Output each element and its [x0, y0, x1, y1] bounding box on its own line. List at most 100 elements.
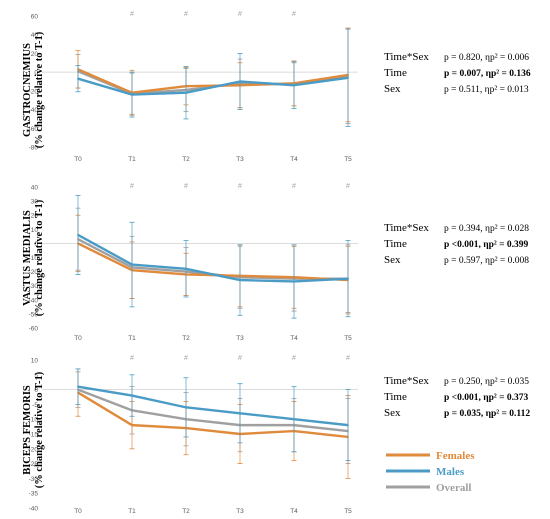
- x-tick-label: T5: [344, 508, 352, 515]
- y-tick-label: -20: [29, 269, 39, 276]
- stat-value: p <0.001, ηp² = 0.399: [444, 240, 529, 250]
- stat-label: Time: [384, 67, 407, 79]
- x-tick-label: T0: [74, 335, 82, 342]
- y-axis-unit: (% change relative to T-1): [34, 31, 45, 148]
- x-tick-label: T4: [290, 335, 298, 342]
- data-point: [77, 385, 79, 388]
- x-tick-label: T4: [290, 508, 298, 515]
- x-tick-label: T3: [236, 335, 244, 342]
- significance-marker: #: [346, 355, 350, 362]
- series-overall: [75, 27, 351, 125]
- significance-marker: #: [130, 183, 134, 190]
- y-tick-label: -30: [29, 476, 39, 483]
- y-tick-label: -60: [29, 326, 39, 333]
- data-point: [347, 277, 349, 280]
- stat-value: p = 0.007, ηp² = 0.136: [444, 69, 531, 79]
- series-males: [75, 28, 351, 127]
- y-tick-label: 0: [34, 387, 38, 394]
- series-line-males: [77, 233, 349, 283]
- x-tick-label: T1: [128, 335, 136, 342]
- stat-label: Time: [384, 391, 407, 403]
- x-tick-label: T3: [236, 156, 244, 163]
- data-point: [347, 424, 349, 427]
- significance-marker: #: [238, 11, 242, 18]
- series-males: [75, 195, 351, 319]
- x-tick-label: T2: [182, 508, 190, 515]
- series-line-overall: [77, 388, 349, 433]
- y-tick-label: -10: [29, 255, 39, 262]
- data-point: [185, 406, 187, 409]
- data-point: [77, 77, 79, 80]
- data-point: [293, 418, 295, 421]
- data-point: [293, 280, 295, 283]
- data-point: [131, 263, 133, 266]
- y-tick-label: 30: [31, 199, 39, 206]
- significance-marker: #: [130, 355, 134, 362]
- x-tick-label: T1: [128, 508, 136, 515]
- chart-panel-biceps-femoris: 10 5 0 -5 -10 -15 -20 -25 -30 -35 -40 T0 T1 T2 T3 T4 T5 #…: [22, 355, 530, 515]
- stat-label: Sex: [384, 407, 401, 419]
- y-tick-label: 10: [31, 358, 39, 365]
- series-line-males: [77, 385, 349, 427]
- y-tick-label: -20: [29, 88, 39, 95]
- data-point: [347, 76, 349, 79]
- stat-value: p = 0.394, ηp² = 0.028: [444, 224, 529, 234]
- y-axis-unit: (% change relative to T-1): [34, 199, 45, 316]
- stat-label: Sex: [384, 83, 401, 95]
- x-tick-label: T4: [290, 156, 298, 163]
- x-tick-label: T3: [236, 508, 244, 515]
- significance-marker: #: [184, 183, 188, 190]
- significance-marker: #: [292, 11, 296, 18]
- y-tick-label: -40: [29, 107, 39, 114]
- significance-marker: #: [292, 183, 296, 190]
- data-point: [239, 279, 241, 281]
- significance-marker: #: [238, 355, 242, 362]
- y-tick-label: -30: [29, 283, 39, 290]
- stat-label: Time*Sex: [384, 222, 429, 234]
- y-tick-label: -5: [32, 402, 38, 409]
- y-tick-label: 10: [31, 227, 39, 234]
- y-tick-label: 60: [31, 14, 39, 21]
- series-males: [75, 368, 351, 462]
- y-tick-label: 20: [31, 51, 39, 58]
- data-point: [131, 93, 133, 96]
- y-tick-label: -50: [29, 311, 39, 318]
- y-tick-label: -35: [29, 491, 39, 498]
- x-tick-label: T2: [182, 156, 190, 163]
- data-point: [131, 394, 133, 397]
- y-tick-label: -10: [29, 417, 39, 424]
- series-females: [75, 27, 351, 123]
- significance-marker: #: [184, 355, 188, 362]
- legend: Females Males Overall: [386, 450, 475, 494]
- series-females: [75, 368, 351, 479]
- y-tick-label: 20: [31, 213, 39, 220]
- stat-value: p <0.001, ηp² = 0.373: [444, 393, 529, 403]
- data-point: [239, 412, 241, 415]
- data-point: [77, 234, 79, 236]
- y-tick-label: -40: [29, 297, 39, 304]
- stat-label: Time*Sex: [384, 51, 429, 63]
- x-tick-label: T2: [182, 335, 190, 342]
- data-point: [239, 80, 241, 83]
- stat-label: Time*Sex: [384, 375, 429, 387]
- y-tick-label: -25: [29, 461, 39, 468]
- series-line-females: [77, 391, 349, 439]
- data-point: [293, 84, 295, 87]
- y-axis-unit: (% change relative to T-1): [34, 371, 45, 488]
- y-tick-label: 5: [34, 372, 38, 379]
- x-tick-label: T1: [128, 156, 136, 163]
- y-tick-label: 40: [31, 32, 39, 39]
- muscle-name: BICEPS FEMORIS: [22, 385, 33, 475]
- stat-label: Sex: [384, 254, 401, 266]
- chart-panel-gastrocnemius: 60 40 20 0 -20 -40 -60 -80 T0 T1 T2 T3 T4 T5 # # # # GASTR…: [22, 11, 531, 163]
- y-tick-label: -60: [29, 126, 39, 133]
- series-line-males: [77, 76, 349, 96]
- significance-marker: #: [184, 11, 188, 18]
- stat-value: p = 0.511, ηp² = 0.013: [444, 85, 529, 95]
- series-females: [75, 214, 351, 315]
- x-tick-label: T0: [74, 156, 82, 163]
- muscle-name: VASTUS MEDIALIS: [22, 210, 33, 306]
- series-line-overall: [77, 238, 348, 280]
- stat-value: p = 0.820, ηp² = 0.006: [444, 53, 529, 63]
- y-axis-title: GASTROCNEMIUS(% change relative to T-1): [22, 31, 45, 148]
